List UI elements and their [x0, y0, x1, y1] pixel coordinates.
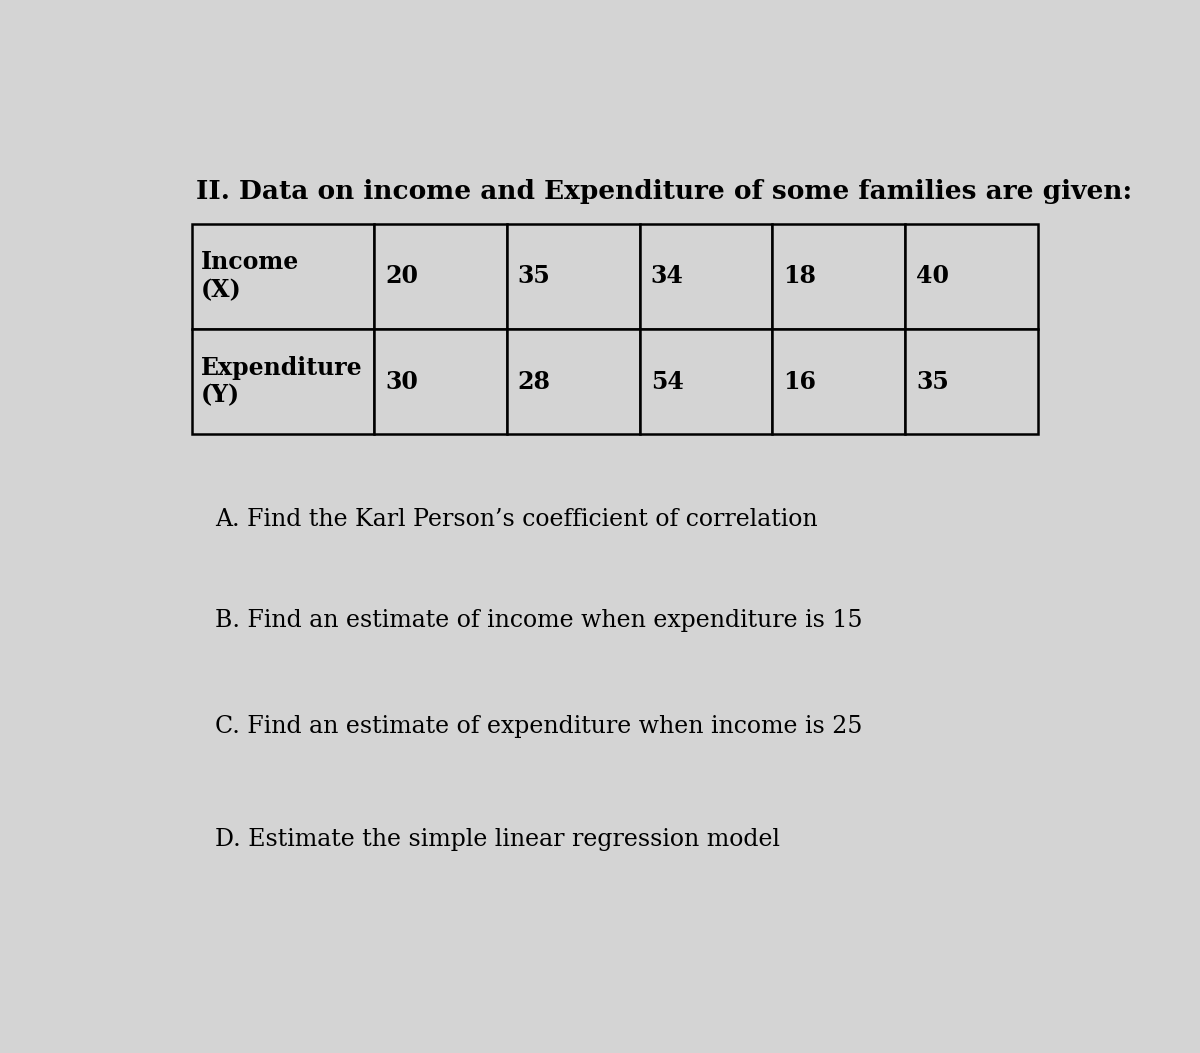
Text: C. Find an estimate of expenditure when income is 25: C. Find an estimate of expenditure when … — [215, 715, 863, 738]
Text: 35: 35 — [917, 370, 949, 394]
Bar — [506, 330, 640, 435]
Text: 28: 28 — [518, 370, 551, 394]
Text: A. Find the Karl Person’s coefficient of correlation: A. Find the Karl Person’s coefficient of… — [215, 509, 817, 531]
Bar — [773, 223, 905, 329]
Text: 30: 30 — [385, 370, 418, 394]
Text: B. Find an estimate of income when expenditure is 15: B. Find an estimate of income when expen… — [215, 610, 863, 633]
Bar — [640, 330, 773, 435]
Bar — [374, 330, 506, 435]
Text: 20: 20 — [385, 264, 418, 289]
Text: 16: 16 — [784, 370, 816, 394]
Bar — [773, 330, 905, 435]
Bar — [640, 223, 773, 329]
Text: Income
(X): Income (X) — [202, 251, 300, 302]
Text: D. Estimate the simple linear regression model: D. Estimate the simple linear regression… — [215, 829, 780, 852]
Text: 54: 54 — [650, 370, 684, 394]
Bar — [905, 330, 1038, 435]
Bar — [192, 223, 374, 329]
Text: 34: 34 — [650, 264, 684, 289]
Bar — [192, 330, 374, 435]
Text: 35: 35 — [518, 264, 551, 289]
Text: 40: 40 — [917, 264, 949, 289]
Bar — [374, 223, 506, 329]
Bar — [905, 223, 1038, 329]
Bar — [506, 223, 640, 329]
Text: II. Data on income and Expenditure of some families are given:: II. Data on income and Expenditure of so… — [197, 179, 1133, 204]
Text: Expenditure
(Y): Expenditure (Y) — [202, 356, 362, 408]
Text: 18: 18 — [784, 264, 816, 289]
